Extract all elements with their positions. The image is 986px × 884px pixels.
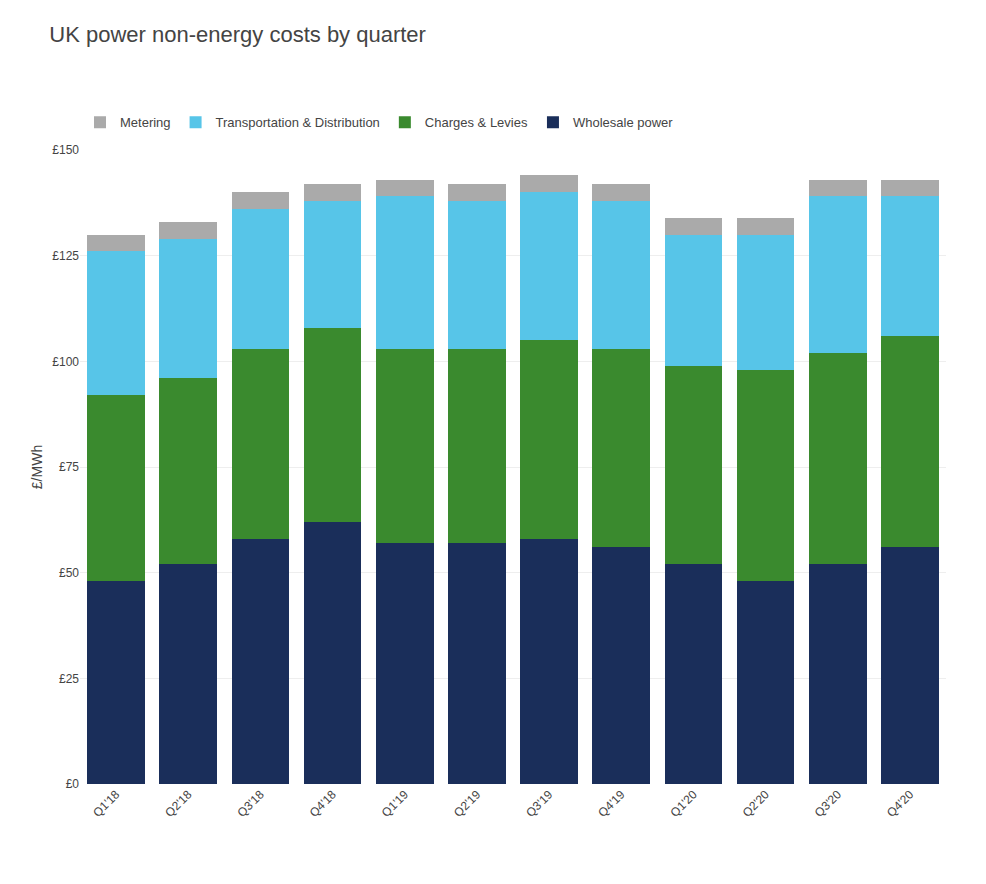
svg-text:£75: £75 bbox=[59, 460, 79, 474]
svg-text:Q1'19: Q1'19 bbox=[379, 787, 412, 820]
svg-text:£125: £125 bbox=[52, 249, 79, 263]
svg-text:£25: £25 bbox=[59, 672, 79, 686]
svg-text:Wholesale power: Wholesale power bbox=[573, 115, 673, 130]
svg-text:Q1'20: Q1'20 bbox=[668, 787, 701, 820]
svg-text:£/MWh: £/MWh bbox=[29, 445, 45, 489]
svg-text:Q2'20: Q2'20 bbox=[740, 787, 773, 820]
svg-text:Q2'18: Q2'18 bbox=[162, 787, 195, 820]
svg-text:£50: £50 bbox=[59, 566, 79, 580]
svg-text:Q3'18: Q3'18 bbox=[235, 787, 268, 820]
svg-text:£150: £150 bbox=[52, 143, 79, 157]
svg-text:Metering: Metering bbox=[120, 115, 171, 130]
svg-text:Q4'20: Q4'20 bbox=[884, 787, 917, 820]
svg-text:£100: £100 bbox=[52, 355, 79, 369]
svg-text:Q4'19: Q4'19 bbox=[595, 787, 628, 820]
svg-text:UK power non-energy costs by q: UK power non-energy costs by quarter bbox=[49, 22, 426, 47]
svg-text:Charges & Levies: Charges & Levies bbox=[425, 115, 528, 130]
svg-text:Q3'20: Q3'20 bbox=[812, 787, 845, 820]
svg-text:Q3'19: Q3'19 bbox=[523, 787, 556, 820]
svg-text:£0: £0 bbox=[66, 777, 80, 791]
svg-text:Q2'19: Q2'19 bbox=[451, 787, 484, 820]
svg-text:Transportation & Distribution: Transportation & Distribution bbox=[216, 115, 380, 130]
svg-text:Q4'18: Q4'18 bbox=[307, 787, 340, 820]
svg-text:Q1'18: Q1'18 bbox=[90, 787, 123, 820]
